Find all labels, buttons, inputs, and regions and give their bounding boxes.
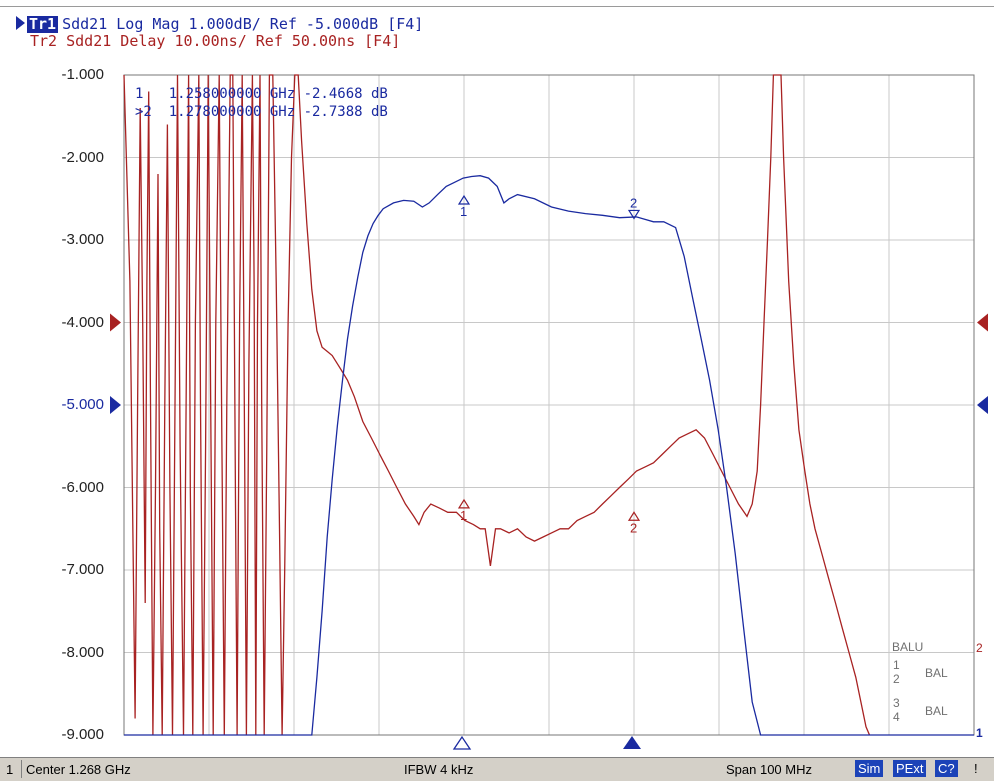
y-tick-label: -2.000 xyxy=(61,148,104,166)
sim-button[interactable]: Sim xyxy=(855,760,884,777)
trace1-tag[interactable]: Tr1 xyxy=(27,15,59,33)
trace1-settings-label: Sdd21 Log Mag 1.000dB/ Ref -5.000dB [F4] xyxy=(62,15,424,33)
cal-status-button[interactable]: C? xyxy=(935,760,958,777)
balun-label-b: BAL xyxy=(925,704,948,718)
marker-2-tr1-icon xyxy=(627,209,641,220)
warning-indicator[interactable]: ! xyxy=(971,760,981,777)
bottom-marker2-indicator-icon xyxy=(623,736,641,749)
trace2-line xyxy=(123,74,871,736)
marker-1-tr1-icon xyxy=(457,194,471,205)
marker-label: 2 xyxy=(630,195,637,210)
tr2-ref-left-arrow-icon xyxy=(110,313,121,332)
status-bar: 1 Center 1.268 GHz IFBW 4 kHz Span 100 M… xyxy=(0,757,994,781)
y-tick-label: -4.000 xyxy=(61,313,104,331)
y-tick-label: -8.000 xyxy=(61,643,104,661)
marker-label: 2 xyxy=(630,520,637,535)
ifbw-setting[interactable]: IFBW 4 kHz xyxy=(404,762,474,777)
balun-title: BALU xyxy=(892,640,924,654)
trace2-header[interactable]: Tr2 Sdd21 Delay 10.00ns/ Ref 50.00ns [F4… xyxy=(30,32,401,50)
y-tick-label: -6.000 xyxy=(61,478,104,496)
marker-1-tr2-icon xyxy=(457,498,471,509)
plot-grid xyxy=(124,75,974,735)
window-top-border xyxy=(0,0,994,7)
chart-marks: 1 2 1 2 xyxy=(457,194,641,535)
active-trace-arrow-icon xyxy=(16,16,25,30)
balun-port-2: 2 xyxy=(893,672,900,686)
y-tick-label: -5.000 xyxy=(61,396,104,413)
balun-edge-1: 1 xyxy=(976,726,983,740)
y-tick-label: -3.000 xyxy=(61,231,104,248)
marker-2-tr2-icon xyxy=(627,511,641,521)
trace1-header[interactable]: Tr1 Sdd21 Log Mag 1.000dB/ Ref -5.000dB [… xyxy=(0,16,423,33)
y-tick-label: -1.000 xyxy=(61,66,104,83)
trace1-line xyxy=(124,175,974,736)
tr2-ref-right-arrow-icon xyxy=(977,313,988,332)
bottom-marker1-indicator-icon xyxy=(452,735,472,750)
marker-label: 1 xyxy=(460,508,467,523)
center-frequency[interactable]: Center 1.268 GHz xyxy=(26,762,131,777)
span-setting[interactable]: Span 100 MHz xyxy=(726,762,812,777)
balun-port-4: 4 xyxy=(893,710,900,724)
y-tick-label: -9.000 xyxy=(61,726,104,743)
tr1-ref-left-arrow-icon xyxy=(110,396,121,414)
balun-edge-2: 2 xyxy=(976,641,983,655)
channel-number: 1 xyxy=(6,762,14,777)
balun-label-a: BAL xyxy=(925,666,948,680)
marker-label: 1 xyxy=(460,204,467,219)
status-divider xyxy=(21,760,22,778)
plot-frame xyxy=(123,74,975,736)
tr1-ref-right-arrow-icon xyxy=(977,396,988,414)
marker2-readout: >2 1.278000000 GHz -2.7388 dB xyxy=(135,104,388,120)
balun-port-3: 3 xyxy=(893,696,900,710)
marker1-readout: 1 1.258000000 GHz -2.4668 dB xyxy=(135,86,388,102)
balun-port-1: 1 xyxy=(893,658,900,672)
y-tick-label: -7.000 xyxy=(61,561,104,578)
pext-button[interactable]: PExt xyxy=(893,760,927,777)
